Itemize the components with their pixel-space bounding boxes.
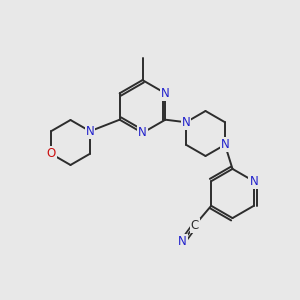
Text: N: N	[178, 235, 187, 248]
Text: N: N	[220, 138, 230, 151]
Text: N: N	[249, 175, 258, 188]
Text: N: N	[85, 125, 94, 138]
Text: N: N	[161, 87, 170, 100]
Text: C: C	[190, 219, 199, 232]
Text: O: O	[46, 147, 56, 160]
Text: N: N	[182, 116, 190, 129]
Text: N: N	[138, 126, 147, 140]
